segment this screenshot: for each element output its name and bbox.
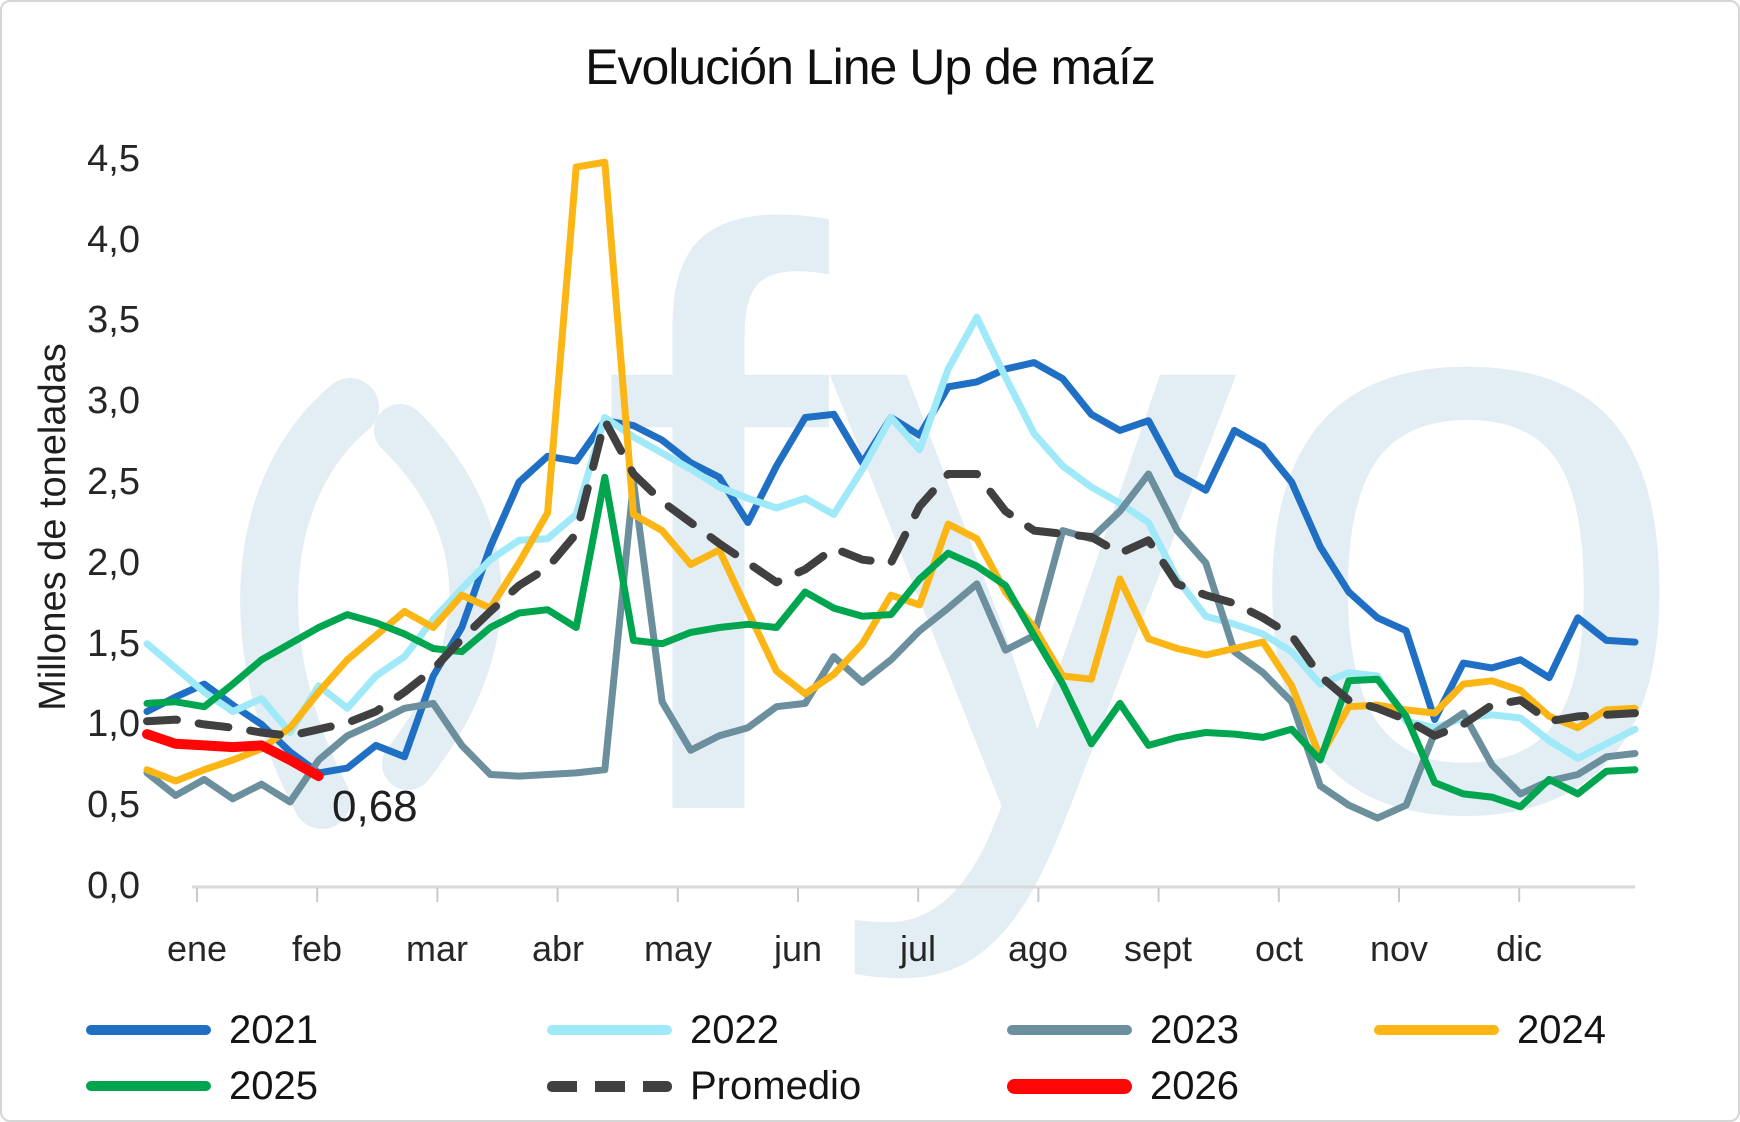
x-tick-label: jun bbox=[773, 928, 823, 969]
legend-item-2021: 2021 bbox=[86, 1004, 318, 1056]
legend-label: Promedio bbox=[690, 1063, 862, 1108]
fyo-watermark: fyo bbox=[240, 66, 1694, 987]
x-tick-label: abr bbox=[531, 928, 585, 969]
legend-label: 2025 bbox=[229, 1063, 318, 1108]
y-tick-label: 1,5 bbox=[87, 623, 140, 665]
legend-line-swatch-2025 bbox=[86, 1081, 211, 1091]
series-lines bbox=[142, 158, 1639, 822]
legend-line-swatch-2022 bbox=[547, 1025, 672, 1035]
y-tick-label: 2,0 bbox=[87, 542, 140, 584]
legend-item-promedio: Promedio bbox=[547, 1060, 861, 1112]
legend-item-2025: 2025 bbox=[86, 1060, 318, 1112]
y-tick-label: 0,5 bbox=[87, 784, 140, 826]
legend-line-swatch-2023 bbox=[1007, 1025, 1132, 1035]
x-tick-label: mar bbox=[406, 928, 468, 969]
legend-line-swatch-2024 bbox=[1374, 1025, 1499, 1035]
y-tick-label: 2,5 bbox=[87, 461, 140, 503]
legend-line-swatch-promedio bbox=[547, 1080, 672, 1092]
y-tick-label: 4,5 bbox=[87, 138, 140, 180]
legend-line-swatch-2026 bbox=[1007, 1078, 1132, 1094]
series-line-2026 bbox=[142, 729, 324, 782]
chart-title: Evolución Line Up de maíz bbox=[585, 39, 1156, 95]
series-line-promedio bbox=[143, 416, 1639, 740]
watermark-leaf-left bbox=[240, 378, 379, 829]
series-line-2025 bbox=[143, 473, 1639, 811]
x-tick-label: sept bbox=[1123, 928, 1193, 969]
y-tick-label: 4,0 bbox=[87, 219, 140, 261]
legend-item-2026: 2026 bbox=[1007, 1060, 1239, 1112]
x-axis-ticks bbox=[196, 888, 1521, 902]
x-tick-label: oct bbox=[1254, 928, 1304, 969]
legend-item-2022: 2022 bbox=[547, 1004, 779, 1056]
x-tick-label: dic bbox=[1495, 928, 1543, 969]
data-label-0-68: 0,68 bbox=[332, 782, 418, 831]
x-tick-label: ago bbox=[1007, 928, 1069, 969]
legend-label: 2024 bbox=[1517, 1007, 1606, 1052]
x-tick-label: ene bbox=[166, 928, 228, 969]
x-tick-label: nov bbox=[1369, 928, 1429, 969]
x-tick-label: feb bbox=[291, 928, 343, 969]
y-tick-label: 3,0 bbox=[87, 380, 140, 422]
legend-line-swatch-2021 bbox=[86, 1025, 211, 1035]
legend-label: 2021 bbox=[229, 1007, 318, 1052]
legend-label: 2023 bbox=[1150, 1007, 1239, 1052]
series-line-2023 bbox=[143, 470, 1639, 822]
y-tick-label: 0,0 bbox=[87, 865, 140, 907]
series-line-2024 bbox=[143, 158, 1639, 785]
x-tick-label: may bbox=[643, 928, 712, 969]
legend-item-2023: 2023 bbox=[1007, 1004, 1239, 1056]
y-tick-label: 1,0 bbox=[87, 703, 140, 745]
x-tick-label: jul bbox=[899, 928, 937, 969]
legend-item-2024: 2024 bbox=[1374, 1004, 1606, 1056]
legend-label: 2026 bbox=[1150, 1063, 1239, 1108]
legend-label: 2022 bbox=[690, 1007, 779, 1052]
y-tick-label: 3,5 bbox=[87, 299, 140, 341]
